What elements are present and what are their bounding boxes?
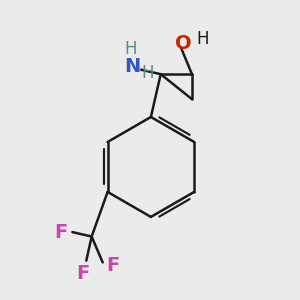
Text: F: F: [76, 264, 89, 283]
Text: O: O: [175, 34, 191, 53]
Text: F: F: [106, 256, 119, 275]
Text: F: F: [54, 223, 67, 242]
Text: H: H: [141, 64, 154, 82]
Text: H: H: [196, 30, 209, 48]
Text: N: N: [124, 57, 140, 76]
Text: H: H: [124, 40, 136, 58]
